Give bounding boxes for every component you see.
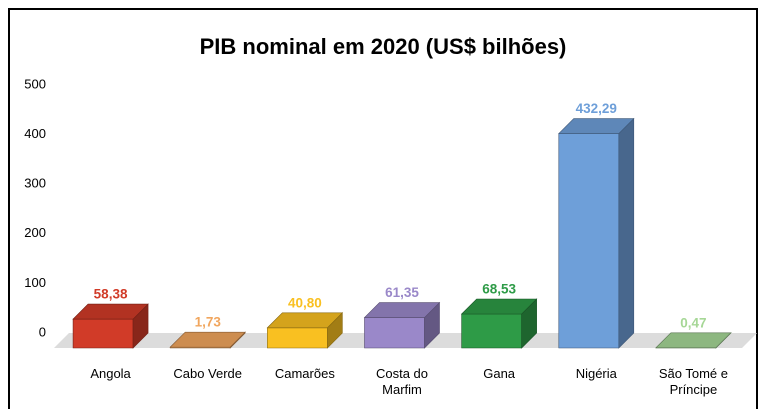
x-tick-label: Gana bbox=[483, 366, 516, 381]
chart-title: PIB nominal em 2020 (US$ bilhões) bbox=[200, 34, 567, 59]
y-tick-label: 200 bbox=[24, 225, 46, 240]
value-label: 0,47 bbox=[680, 315, 706, 330]
bar-front bbox=[461, 313, 522, 349]
bar bbox=[558, 117, 635, 349]
bar bbox=[460, 298, 538, 349]
bar-top bbox=[460, 298, 538, 315]
value-label: 68,53 bbox=[482, 282, 516, 297]
bar-front bbox=[558, 133, 620, 349]
bar bbox=[266, 312, 344, 349]
y-tick-label: 100 bbox=[24, 275, 46, 290]
value-label: 61,35 bbox=[385, 285, 419, 300]
y-tick-label: 500 bbox=[24, 76, 46, 91]
bar bbox=[169, 331, 246, 349]
value-label: 58,38 bbox=[94, 287, 128, 302]
frame bbox=[8, 8, 758, 409]
x-tick-label: São Tomé e Príncipe bbox=[658, 366, 728, 397]
x-tick-label: Cabo Verde bbox=[173, 366, 243, 381]
bar-front bbox=[72, 318, 134, 349]
bar bbox=[655, 332, 732, 349]
y-tick-label: 400 bbox=[24, 126, 46, 141]
bar-top bbox=[266, 312, 344, 329]
bar bbox=[72, 303, 149, 349]
bar-top bbox=[72, 303, 149, 320]
x-tick-label: Nigéria bbox=[575, 366, 617, 381]
bar-front bbox=[364, 317, 425, 349]
y-tick-label: 0 bbox=[39, 324, 46, 339]
x-tick-label: Angola bbox=[90, 366, 131, 381]
bar-top bbox=[558, 118, 635, 134]
bar-top bbox=[169, 331, 246, 348]
x-tick-label: Costa do Marfim bbox=[375, 366, 429, 397]
value-label: 432,29 bbox=[576, 101, 617, 116]
value-label: 1,73 bbox=[195, 315, 222, 330]
bar-front bbox=[267, 327, 328, 349]
y-tick-label: 300 bbox=[24, 176, 46, 191]
bar-top bbox=[363, 302, 441, 318]
bar-side bbox=[618, 117, 635, 349]
bar bbox=[363, 301, 441, 349]
bar-top bbox=[655, 332, 732, 349]
value-label: 40,80 bbox=[288, 295, 322, 310]
x-tick-label: Camarões bbox=[274, 366, 335, 381]
